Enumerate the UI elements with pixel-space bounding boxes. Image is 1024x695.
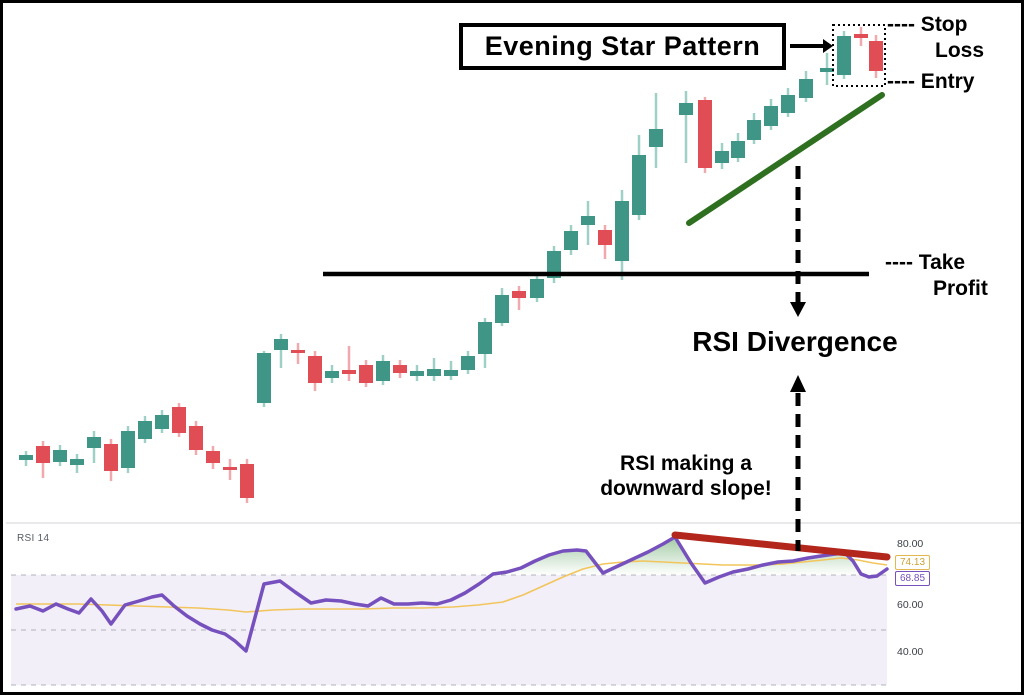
- rsi-divergence-trendline: [671, 531, 891, 561]
- candle: [598, 225, 612, 259]
- rsi-ma-line: [16, 557, 888, 613]
- candle: [342, 346, 356, 381]
- divergence-arrow-up-head: [790, 375, 806, 392]
- candle: [19, 451, 33, 466]
- candle: [731, 133, 745, 162]
- rsi-axis-label: 74.13: [895, 555, 931, 570]
- candle: [257, 351, 271, 407]
- rsi-line: [14, 535, 889, 653]
- entry-label: ---- Entry: [887, 70, 975, 93]
- pattern-label-box: Evening Star Pattern: [459, 23, 786, 70]
- candle: [649, 93, 663, 168]
- candle: [715, 143, 729, 169]
- price-trendline: [686, 92, 885, 226]
- candle: [478, 318, 492, 368]
- candle: [36, 441, 50, 478]
- candle: [615, 190, 629, 280]
- stop-loss-line2: Loss: [935, 38, 985, 62]
- candle: [206, 446, 220, 469]
- candle: [155, 410, 169, 433]
- candle: [138, 416, 152, 443]
- rsi-axis-label: 60.00: [897, 599, 924, 611]
- candle: [747, 113, 761, 144]
- candle: [121, 426, 135, 473]
- candle: [291, 343, 305, 364]
- candle: [564, 225, 578, 255]
- chart-canvas: [6, 24, 1021, 686]
- stop-loss-label: ---- Stop Loss: [887, 12, 984, 63]
- rsi-divergence-title: RSI Divergence: [692, 326, 898, 357]
- candle: [820, 53, 834, 85]
- candle: [172, 403, 186, 437]
- candle: [854, 27, 868, 46]
- candle: [679, 91, 693, 163]
- rsi-indicator-label: RSI 14: [17, 533, 50, 544]
- rsi-axis-label: 68.85: [895, 571, 931, 586]
- candle: [308, 351, 322, 391]
- candle: [240, 459, 254, 503]
- rsi-slope-line1: RSI making a: [620, 452, 752, 475]
- take-profit-line2: Profit: [933, 276, 988, 300]
- take-profit-label: ---- Take Profit: [885, 250, 988, 301]
- candle: [547, 246, 561, 283]
- candle: [632, 135, 646, 220]
- candle: [461, 351, 475, 374]
- rsi-slope-line2: downward slope!: [600, 476, 772, 500]
- candle: [781, 88, 795, 117]
- candle: [837, 31, 851, 79]
- take-profit-line1: ---- Take: [885, 251, 966, 274]
- candle: [393, 360, 407, 378]
- candle: [764, 99, 778, 130]
- candle: [410, 365, 424, 381]
- candle: [189, 421, 203, 455]
- candle: [70, 454, 84, 473]
- divergence-arrow-down-head: [790, 302, 806, 317]
- candle: [376, 355, 390, 385]
- candle: [495, 288, 509, 326]
- candle: [325, 365, 339, 383]
- candle: [104, 439, 118, 481]
- candle: [698, 97, 712, 173]
- candle: [869, 35, 883, 78]
- pattern-label: Evening Star Pattern: [484, 31, 761, 61]
- rsi-axis-label: 40.00: [897, 646, 924, 658]
- candle: [223, 459, 237, 480]
- candle: [512, 286, 526, 310]
- evening-star-box: [832, 24, 886, 87]
- candle: [581, 201, 595, 245]
- stop-loss-line1: ---- Stop: [887, 13, 968, 36]
- candle: [274, 334, 288, 368]
- candle: [427, 358, 441, 381]
- candle: [87, 431, 101, 463]
- candle: [799, 71, 813, 102]
- candle: [530, 274, 544, 302]
- rsi-axis-label: 80.00: [897, 538, 924, 550]
- candle: [444, 361, 458, 380]
- pattern-pointer-arrowhead: [823, 39, 833, 53]
- candle: [359, 360, 373, 387]
- rsi-slope-note: RSI making a downward slope!: [566, 452, 806, 502]
- candle: [53, 445, 67, 466]
- rsi-axis-labels: 80.00 74.13 68.85 60.00 40.00: [895, 523, 955, 692]
- rsi-overbought-fill: [16, 537, 887, 575]
- candles-layer: [19, 27, 883, 503]
